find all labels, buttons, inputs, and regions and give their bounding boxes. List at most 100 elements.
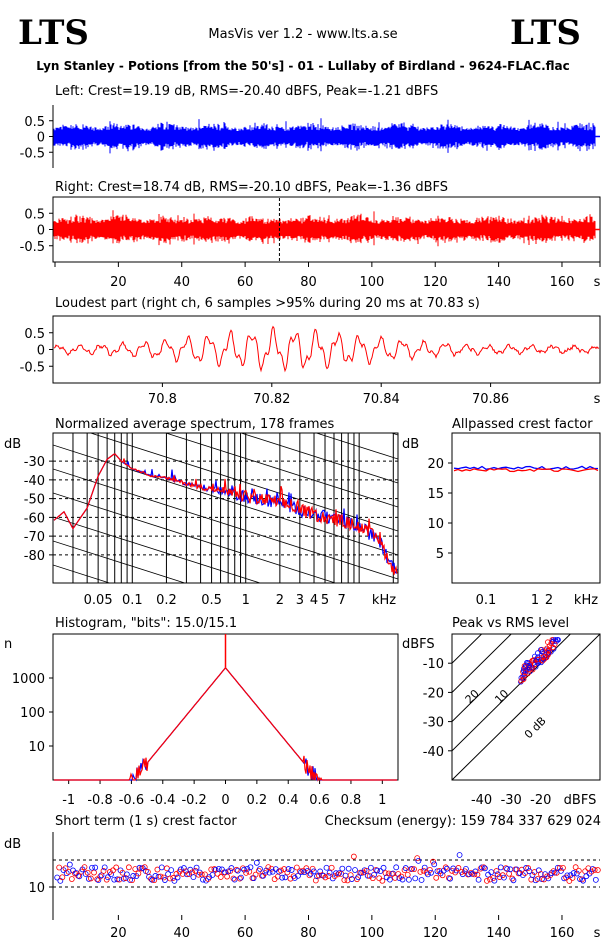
crest-ytick-label: 5: [436, 547, 444, 562]
short-crest-point: [278, 867, 284, 874]
peak-rms-diag-label: 10: [492, 687, 511, 706]
spectrum-xtick-label: 3: [296, 593, 304, 608]
short-crest-point: [92, 864, 99, 871]
spectrum-left-curve: [53, 453, 398, 575]
short-crest-point: [463, 865, 469, 872]
short-crest-point: [456, 852, 463, 858]
short-crest-point: [255, 867, 262, 874]
short-crest-point: [184, 871, 190, 878]
loudest-xtick-label: 70.8: [148, 392, 177, 407]
short-crest-point: [490, 875, 497, 881]
short-crest-point: [520, 872, 526, 878]
peak-rms-xtick-label: -30: [501, 793, 522, 808]
short-crest-point: [529, 872, 536, 878]
spectrum-unit-label: kHz: [372, 593, 396, 608]
short-crest-point: [193, 864, 200, 871]
short-crest-point: [84, 869, 91, 876]
short-crest-point: [288, 867, 295, 873]
peak-rms-diag: [452, 634, 483, 664]
short-crest-xtick-label: 60: [237, 926, 254, 941]
short-crest-point: [290, 873, 297, 880]
spectrum-xtick-label: 0.1: [122, 593, 143, 608]
short-crest-point: [475, 876, 482, 883]
short-crest-point: [477, 865, 484, 872]
spectrum-ytick-label: -60: [24, 511, 45, 526]
short-crest-point: [171, 877, 178, 884]
peak-rms-diag: [452, 634, 572, 752]
short-crest-point: [442, 864, 449, 871]
short-crest-point: [580, 877, 587, 884]
left-waveform-ytick-label: 0: [37, 131, 45, 146]
time-unit-label: s: [594, 275, 601, 290]
histogram-xtick-label: 0.6: [309, 793, 330, 808]
loudest-xtick-label: 70.86: [472, 392, 509, 407]
short-crest-ytick-label: 10: [28, 881, 45, 896]
short-crest-point: [583, 873, 590, 880]
short-crest-point: [181, 865, 187, 871]
loudest-frame: [52, 315, 601, 384]
spectrum-xtick-label: 5: [321, 593, 329, 608]
short-crest-unit-label: s: [594, 926, 601, 941]
peak-rms-point: [540, 656, 546, 662]
short-crest-point: [398, 873, 405, 880]
short-crest-point: [523, 865, 530, 871]
spectrum-slope: [315, 433, 398, 460]
short-crest-point: [316, 872, 322, 879]
histogram-xtick-label: 0.4: [278, 793, 299, 808]
short-crest-point: [379, 877, 386, 884]
histogram-title: Histogram, "bits": 15.0/15.1: [55, 616, 237, 631]
chart-marks: 0.50-0.50.50-0.520 40 60 80 100 120 140 160 s0.5…: [12, 105, 601, 941]
peak-rms-point: [546, 643, 553, 649]
short-crest-point: [541, 876, 547, 883]
short-crest-point: [129, 877, 135, 884]
spectrum-xtick-label: 0.05: [84, 593, 113, 608]
short-crest-point: [415, 857, 422, 864]
short-crest-point: [244, 865, 251, 872]
crest-right-line: [453, 467, 599, 473]
time-tick-label: 40: [173, 275, 190, 290]
short-crest-point: [68, 876, 75, 882]
crest-left-line: [453, 465, 599, 470]
short-crest-point: [227, 868, 234, 874]
short-crest-point: [418, 877, 425, 883]
short-crest-point: [60, 867, 67, 874]
histogram-xtick-label: -0.8: [87, 793, 112, 808]
peak-rms-point: [527, 665, 533, 671]
short-crest-point: [558, 867, 564, 874]
peak-rms-point: [541, 653, 547, 660]
loudest-part-title: Loudest part (right ch, 6 samples >95% d…: [55, 296, 480, 311]
short-crest-point: [478, 864, 485, 871]
short-crest-point: [342, 872, 349, 879]
short-crest-xtick-label: 20: [110, 926, 127, 941]
short-crest-point: [81, 864, 88, 871]
time-tick-label: 60: [237, 275, 254, 290]
short-crest-point: [200, 876, 206, 883]
short-crest-point: [247, 864, 254, 871]
logo-right: LTS: [510, 13, 581, 53]
histogram-ytick-label: 10: [28, 740, 45, 755]
loudest-signal: [53, 325, 600, 373]
histogram-right-curve: [54, 667, 397, 782]
short-crest-point: [575, 867, 582, 874]
short-crest-point: [325, 873, 332, 879]
short-crest-point: [444, 865, 450, 872]
logo-left: LTS: [18, 13, 89, 53]
short-crest-point: [350, 853, 357, 860]
short-crest-xtick-label: 80: [300, 926, 317, 941]
short-crest-point: [392, 874, 398, 881]
short-crest-point: [577, 876, 583, 882]
file-title: Lyn Stanley - Potions [from the 50's] - …: [36, 59, 570, 73]
short-crest-point: [279, 874, 286, 881]
short-crest-point: [196, 869, 203, 876]
peak-rms-point: [533, 664, 539, 670]
peak-rms-point: [550, 644, 556, 651]
short-crest-point: [447, 875, 453, 882]
spectrum-ylabel: dB: [4, 437, 21, 452]
short-crest-point: [322, 874, 329, 881]
short-crest-point: [474, 871, 481, 878]
spectrum-slope: [53, 444, 398, 556]
spectrum-slope: [89, 433, 398, 532]
short-crest-point: [404, 871, 411, 878]
short-crest-point: [588, 868, 595, 875]
